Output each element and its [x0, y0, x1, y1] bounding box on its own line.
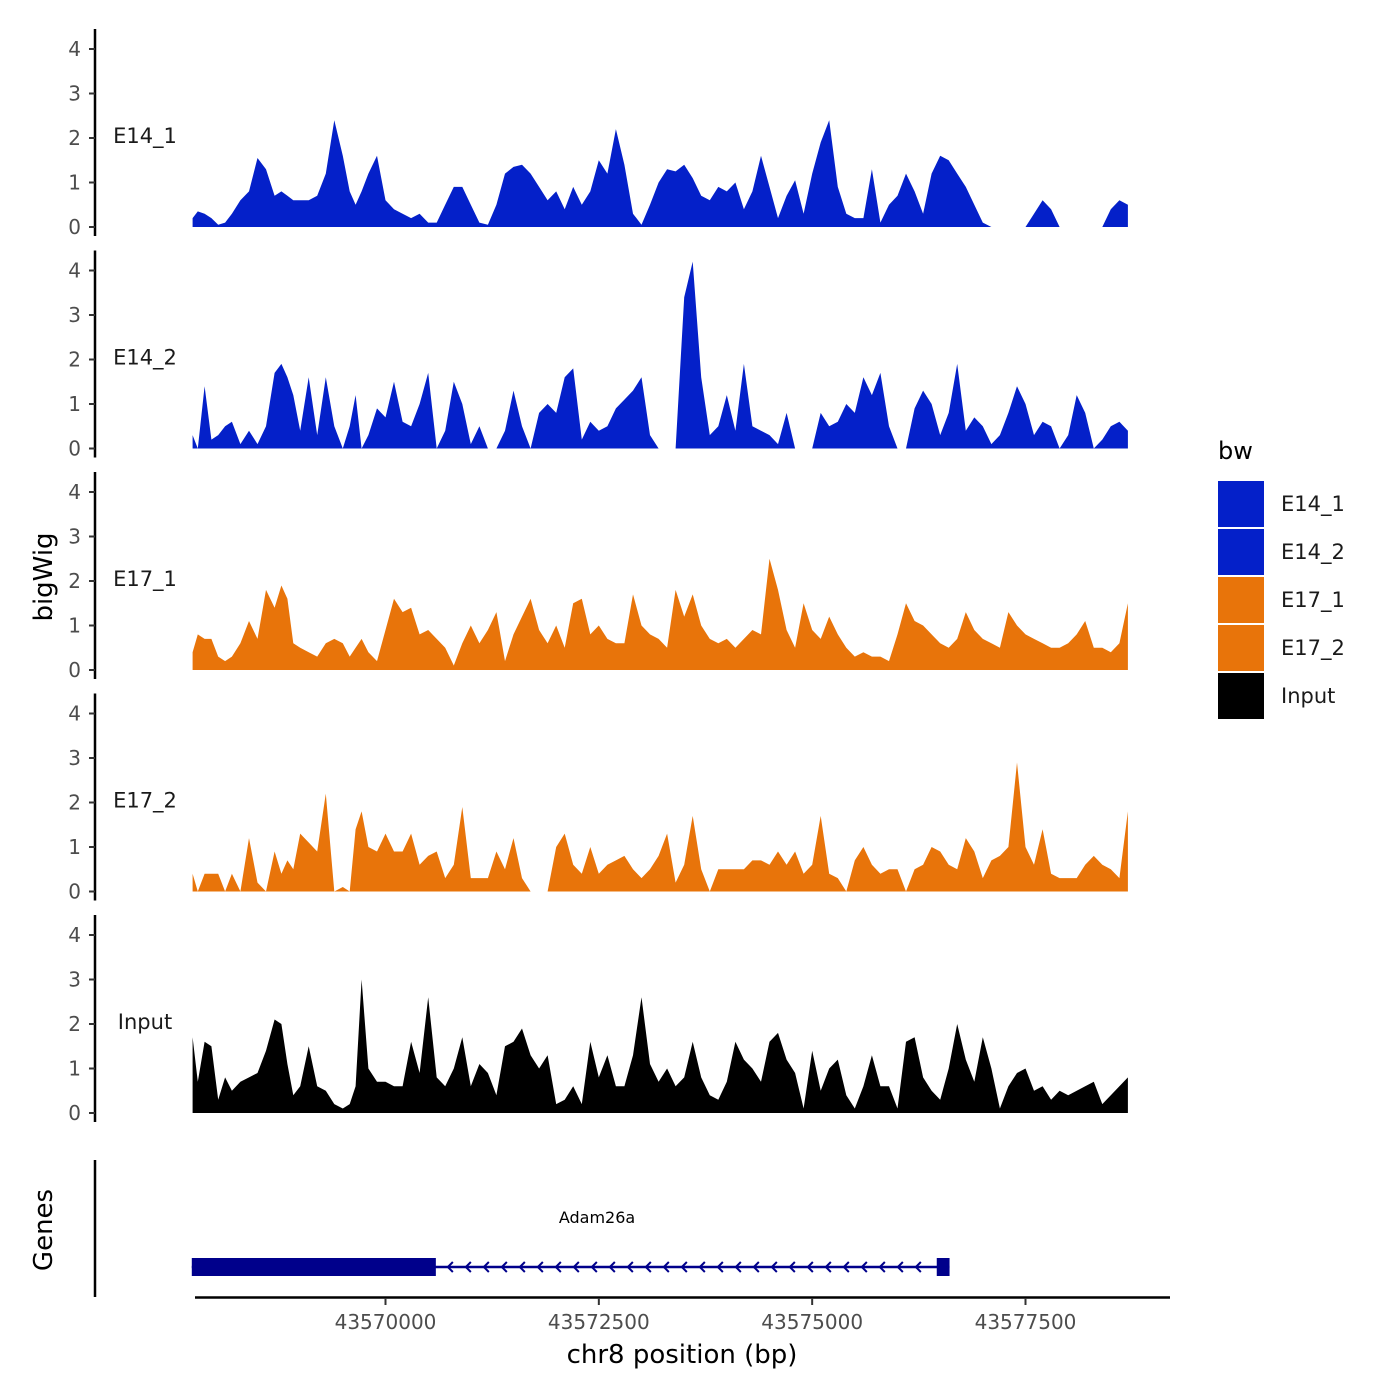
track-label: E14_1 — [113, 124, 177, 149]
legend-label: E14_2 — [1281, 540, 1345, 565]
x-axis: 43570000 43572500 43575000 43577500 — [195, 1296, 1170, 1334]
legend-title: bw — [1218, 437, 1253, 465]
strand-arrow — [806, 1261, 814, 1273]
y-tick-label: 1 — [68, 171, 81, 195]
y-tick-label: 1 — [68, 1057, 81, 1081]
strand-arrow — [572, 1261, 580, 1273]
y-tick-label: 0 — [68, 437, 81, 461]
y-tick-label: 0 — [68, 880, 81, 904]
track-label: E14_2 — [113, 346, 177, 371]
strand-arrow — [698, 1261, 706, 1273]
gene-exon — [936, 1258, 950, 1276]
strand-arrow — [860, 1261, 868, 1273]
strand-arrow — [536, 1261, 544, 1273]
y-tick-label: 4 — [68, 37, 81, 61]
legend-label: E14_1 — [1281, 492, 1345, 517]
y-tick-label: 1 — [68, 835, 81, 859]
y-tick-label: 1 — [68, 614, 81, 638]
strand-arrow — [824, 1261, 832, 1273]
coverage-area-e14-1 — [192, 120, 1128, 227]
y-tick-label: 2 — [68, 791, 81, 815]
strand-arrow — [896, 1261, 904, 1273]
legend-label: Input — [1281, 684, 1335, 708]
strand-arrow — [914, 1261, 922, 1273]
legend-key-e14-1 — [1218, 481, 1264, 527]
y-tick-label: 4 — [68, 480, 81, 504]
strand-arrow — [554, 1261, 562, 1273]
y-tick-label: 2 — [68, 348, 81, 372]
strand-arrow — [590, 1261, 598, 1273]
strand-arrow — [518, 1261, 526, 1273]
legend-label: E17_2 — [1281, 636, 1345, 661]
strand-arrow — [878, 1261, 886, 1273]
y-tick-label: 1 — [68, 392, 81, 416]
legend: bw E14_1 E14_2 E17_1 E17_2 Input — [1218, 437, 1345, 719]
strand-arrow — [626, 1261, 634, 1273]
legend-label: E17_1 — [1281, 588, 1345, 613]
strand-arrow — [734, 1261, 742, 1273]
x-tick-label: 43575000 — [761, 1310, 863, 1334]
strand-arrow — [482, 1261, 490, 1273]
strand-arrow — [788, 1261, 796, 1273]
gene-adam26a: Adam26a — [191, 1208, 950, 1276]
track-input: 0 1 2 3 4 Input — [68, 915, 1128, 1125]
x-tick-label: 43577500 — [975, 1310, 1077, 1334]
genes-axis-title: Genes — [29, 1189, 59, 1271]
y-tick-label: 0 — [68, 658, 81, 682]
coverage-area-input — [192, 979, 1128, 1113]
coverage-tracks: 0 1 2 3 4 E14_1 0 1 2 3 4 E14_2 0 1 2 3 4 E17_1 0 1 2 3 4 E17_2… — [68, 29, 1128, 1125]
legend-key-e14-2 — [1218, 529, 1264, 575]
gene-exon — [191, 1258, 436, 1276]
coverage-area-e17-2 — [192, 762, 1128, 892]
legend-key-e17-2 — [1218, 625, 1264, 671]
y-tick-label: 3 — [68, 82, 81, 106]
y-tick-label: 2 — [68, 1012, 81, 1036]
x-axis-title: chr8 position (bp) — [567, 1340, 798, 1370]
strand-arrow — [842, 1261, 850, 1273]
track-e14-1: 0 1 2 3 4 E14_1 — [68, 29, 1128, 239]
y-tick-label: 2 — [68, 569, 81, 593]
y-tick-label: 4 — [68, 923, 81, 947]
coverage-area-e14-2 — [192, 261, 1128, 449]
track-label: E17_2 — [113, 789, 177, 814]
strand-arrow — [446, 1261, 454, 1273]
strand-arrow — [716, 1261, 724, 1273]
y-tick-label: 0 — [68, 1101, 81, 1125]
strand-arrow — [680, 1261, 688, 1273]
gene-track: Adam26a — [93, 1160, 950, 1297]
legend-key-e17-1 — [1218, 577, 1264, 623]
coverage-area-e17-1 — [192, 558, 1128, 670]
strand-arrow — [770, 1261, 778, 1273]
track-e17-1: 0 1 2 3 4 E17_1 — [68, 472, 1128, 682]
strand-arrow — [500, 1261, 508, 1273]
x-tick-label: 43570000 — [335, 1310, 437, 1334]
strand-arrow — [644, 1261, 652, 1273]
track-label: E17_1 — [113, 567, 177, 592]
y-tick-label: 3 — [68, 303, 81, 327]
strand-arrow — [464, 1261, 472, 1273]
track-e17-2: 0 1 2 3 4 E17_2 — [68, 693, 1128, 904]
y-tick-label: 4 — [68, 702, 81, 726]
y-tick-label: 3 — [68, 968, 81, 992]
legend-key-input — [1218, 673, 1264, 719]
y-tick-label: 2 — [68, 126, 81, 150]
track-e14-2: 0 1 2 3 4 E14_2 — [68, 250, 1128, 461]
y-axis-title: bigWig — [29, 532, 59, 621]
strand-arrow — [608, 1261, 616, 1273]
y-tick-label: 0 — [68, 215, 81, 239]
y-tick-label: 4 — [68, 259, 81, 283]
track-label: Input — [118, 1010, 172, 1034]
x-tick-label: 43572500 — [548, 1310, 650, 1334]
gene-label: Adam26a — [559, 1208, 635, 1227]
y-tick-label: 3 — [68, 746, 81, 770]
y-tick-label: 3 — [68, 525, 81, 549]
strand-arrow — [752, 1261, 760, 1273]
strand-arrow — [662, 1261, 670, 1273]
